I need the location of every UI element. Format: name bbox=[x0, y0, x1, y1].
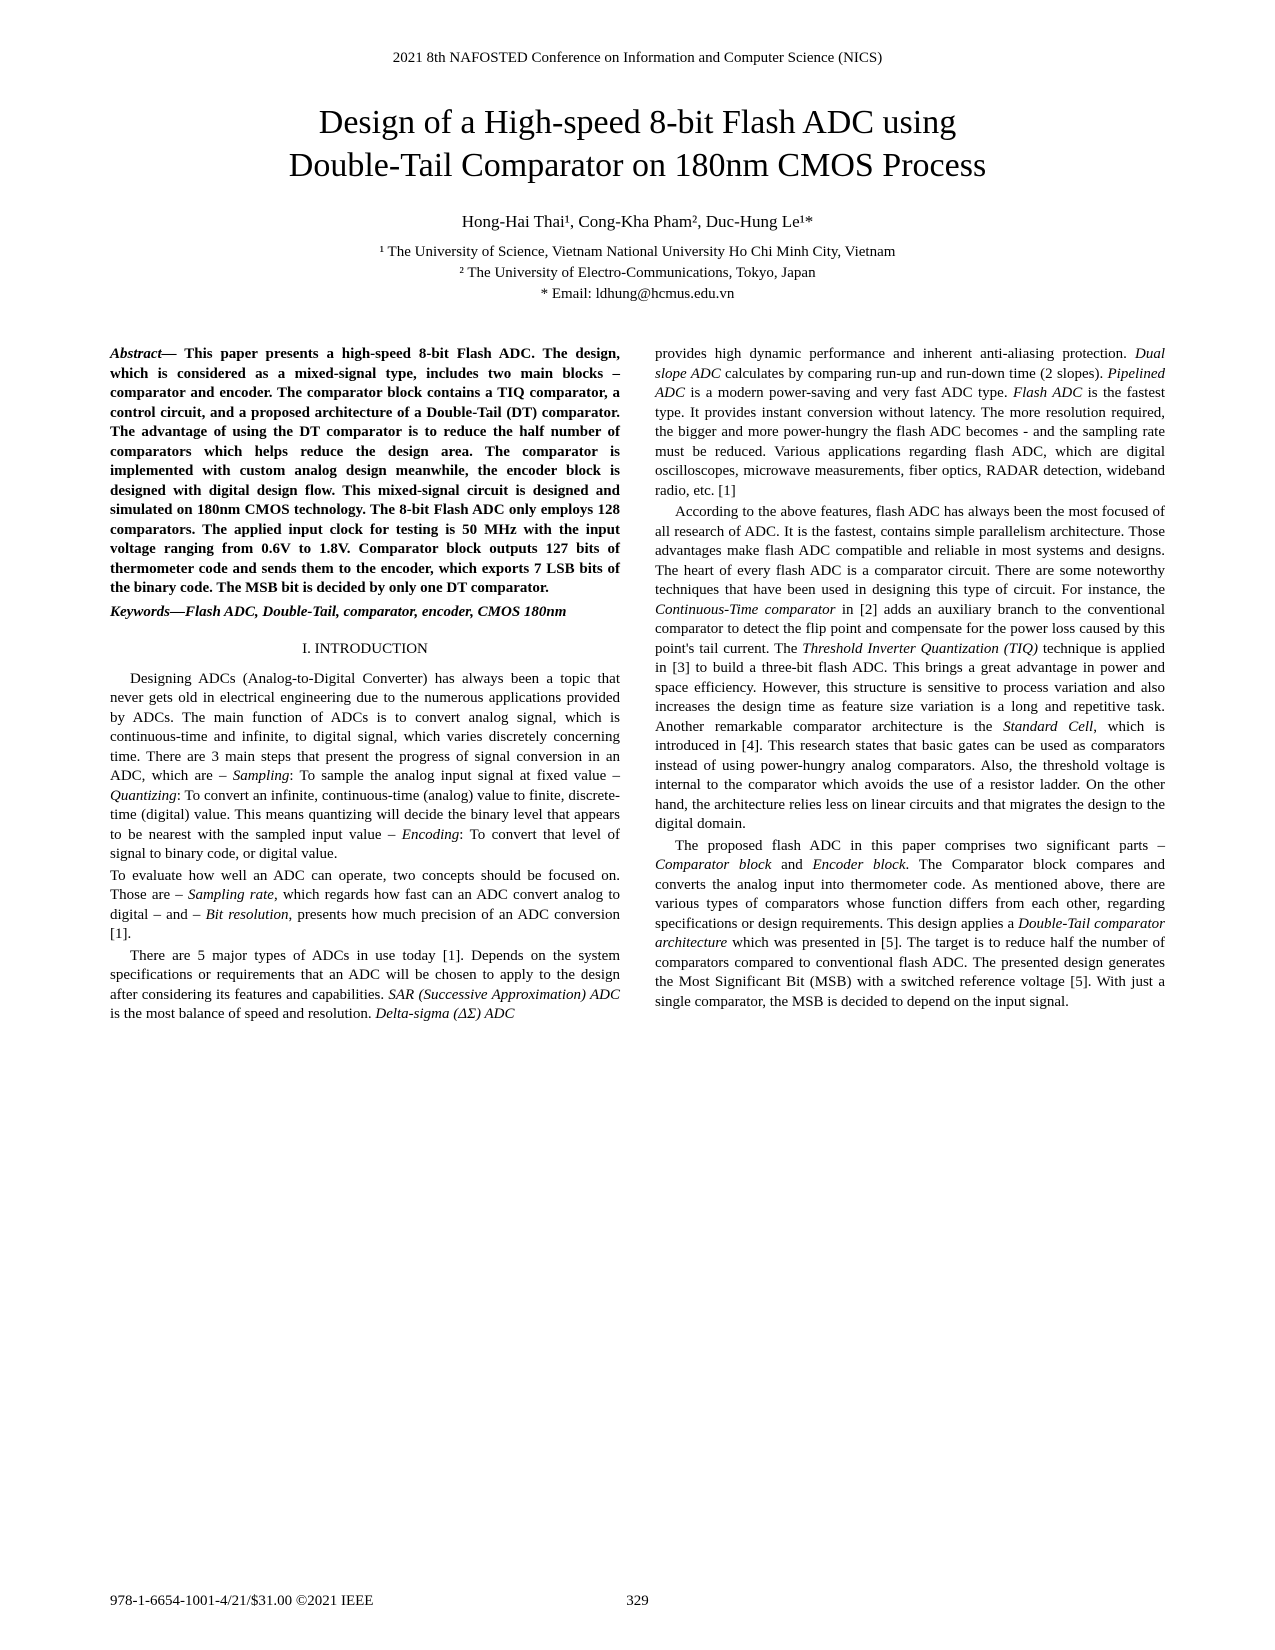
left-column: Abstract— This paper presents a high-spe… bbox=[110, 345, 620, 1027]
content-columns: Abstract— This paper presents a high-spe… bbox=[110, 345, 1165, 1027]
col2-flash-term: Flash ADC bbox=[1013, 385, 1082, 401]
col2-p1d: is the fastest type. It provides instant… bbox=[655, 385, 1165, 499]
authors: Hong-Hai Thai¹, Cong-Kha Pham², Duc-Hung… bbox=[110, 212, 1165, 232]
intro-sampling-rate-term: Sampling rate bbox=[188, 887, 274, 903]
affiliation-2: ² The University of Electro-Communicatio… bbox=[459, 265, 815, 281]
intro-paragraph-2: To evaluate how well an ADC can operate,… bbox=[110, 867, 620, 945]
abstract-block: Abstract— This paper presents a high-spe… bbox=[110, 345, 620, 599]
affiliations: ¹ The University of Science, Vietnam Nat… bbox=[110, 242, 1165, 305]
intro-p1b: : To sample the analog input signal at f… bbox=[289, 768, 620, 784]
intro-p3b: is the most balance of speed and resolut… bbox=[110, 1006, 375, 1022]
footer-page-number: 329 bbox=[626, 1593, 649, 1610]
col2-p3b: and bbox=[771, 857, 812, 873]
col2-p1c: is a modern power-saving and very fast A… bbox=[685, 385, 1013, 401]
intro-deltasigma-term: Delta-sigma (ΔΣ) ADC bbox=[375, 1006, 514, 1022]
col2-p3d: which was presented in [5]. The target i… bbox=[655, 935, 1165, 1010]
col2-stdcell-term: Standard Cell bbox=[1003, 719, 1093, 735]
paper-title: Design of a High-speed 8-bit Flash ADC u… bbox=[110, 102, 1165, 187]
intro-encoding-term: Encoding bbox=[402, 827, 460, 843]
intro-p1a: Designing ADCs (Analog-to-Digital Conver… bbox=[110, 671, 620, 785]
intro-sar-term: SAR (Successive Approximation) ADC bbox=[388, 987, 620, 1003]
title-line-2: Double-Tail Comparator on 180nm CMOS Pro… bbox=[289, 147, 986, 184]
col2-paragraph-2: According to the above features, flash A… bbox=[655, 503, 1165, 835]
col2-p1a: provides high dynamic performance and in… bbox=[655, 346, 1135, 362]
col2-compblock-term: Comparator block bbox=[655, 857, 771, 873]
intro-bit-resolution-term: Bit resolution bbox=[206, 907, 289, 923]
abstract-label: Abstract— bbox=[110, 346, 177, 362]
intro-sampling-term: Sampling bbox=[233, 768, 290, 784]
keywords-label: Keywords— bbox=[110, 604, 185, 620]
keywords-text: Flash ADC, Double-Tail, comparator, enco… bbox=[185, 604, 566, 620]
col2-encblock-term: Encoder block bbox=[812, 857, 905, 873]
affiliation-1: ¹ The University of Science, Vietnam Nat… bbox=[380, 244, 896, 260]
col2-p2a: According to the above features, flash A… bbox=[655, 504, 1165, 598]
section-1-heading: I. INTRODUCTION bbox=[110, 640, 620, 660]
right-column: provides high dynamic performance and in… bbox=[655, 345, 1165, 1027]
title-line-1: Design of a High-speed 8-bit Flash ADC u… bbox=[319, 104, 956, 141]
col2-paragraph-1: provides high dynamic performance and in… bbox=[655, 345, 1165, 501]
abstract-text: This paper presents a high-speed 8-bit F… bbox=[110, 346, 620, 596]
email: * Email: ldhung@hcmus.edu.vn bbox=[541, 286, 735, 302]
conference-header: 2021 8th NAFOSTED Conference on Informat… bbox=[110, 50, 1165, 67]
col2-paragraph-3: The proposed flash ADC in this paper com… bbox=[655, 837, 1165, 1013]
col2-p1b: calculates by comparing run-up and run-d… bbox=[721, 366, 1108, 382]
intro-paragraph-1: Designing ADCs (Analog-to-Digital Conver… bbox=[110, 670, 620, 865]
page-footer: 978-1-6654-1001-4/21/$31.00 ©2021 IEEE 3… bbox=[110, 1593, 1165, 1610]
col2-p3a: The proposed flash ADC in this paper com… bbox=[675, 838, 1165, 854]
footer-isbn: 978-1-6654-1001-4/21/$31.00 ©2021 IEEE bbox=[110, 1593, 373, 1610]
col2-cttime-term: Continuous-Time comparator bbox=[655, 602, 836, 618]
keywords-block: Keywords—Flash ADC, Double-Tail, compara… bbox=[110, 603, 620, 623]
intro-paragraph-3: There are 5 major types of ADCs in use t… bbox=[110, 947, 620, 1025]
intro-quantizing-term: Quantizing bbox=[110, 788, 177, 804]
col2-p2d: , which is introduced in [4]. This resea… bbox=[655, 719, 1165, 833]
col2-tiq-term: Threshold Inverter Quantization (TIQ) bbox=[802, 641, 1038, 657]
